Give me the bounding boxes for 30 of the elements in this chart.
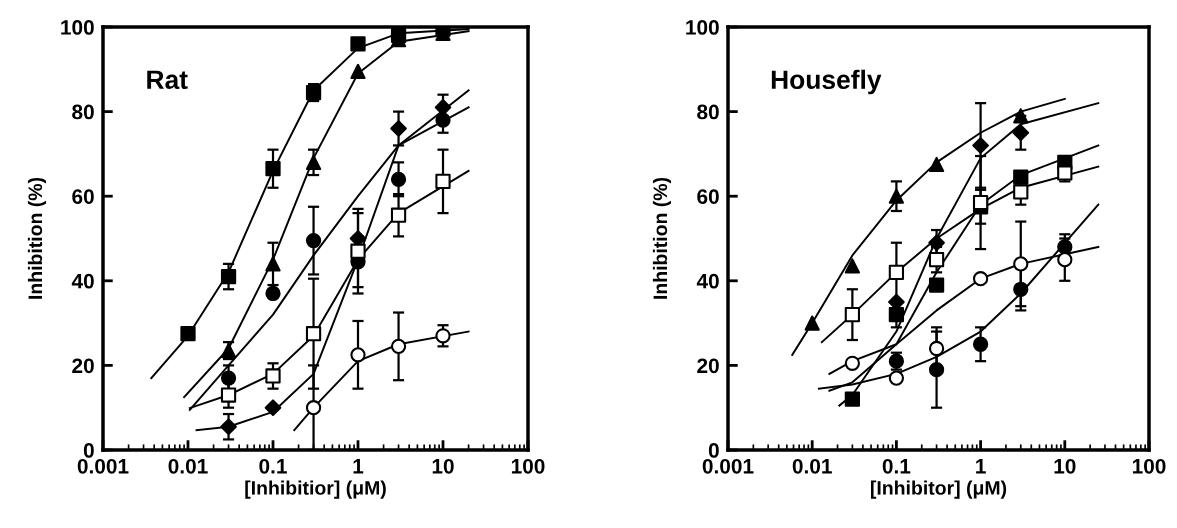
x-tick-label: 1 — [976, 459, 986, 474]
y-tick-label: 60 — [697, 189, 719, 204]
y-tick-label: 40 — [696, 273, 719, 289]
y-axis-title: Inhibition (%) — [27, 177, 47, 299]
x-tick-label: 0.01 — [792, 458, 832, 474]
y-tick-label: 100 — [61, 20, 94, 35]
x-axis-title: [Inhibitor] (μM) — [871, 480, 1007, 499]
x-axis-title: [Inhibitior] (μM) — [245, 480, 386, 499]
text: Rat — [147, 70, 188, 90]
y-axis-title: Inhibition (%) — [652, 177, 672, 299]
y-tick-label: 40 — [71, 273, 94, 289]
x-tick-label: 0.001 — [702, 458, 754, 474]
x-tick-label: 100 — [511, 458, 545, 474]
x-tick-label: 0.01 — [168, 458, 208, 474]
x-tick-label: 10 — [1054, 458, 1076, 474]
y-tick-label: 0 — [708, 443, 719, 458]
y-tick-label: 60 — [72, 189, 94, 204]
y-tick-label: 100 — [686, 20, 719, 35]
y-tick-label: 20 — [697, 358, 719, 374]
y-tick-label: 80 — [697, 104, 719, 120]
x-tick-label: 100 — [1132, 458, 1166, 474]
x-tick-label: 0.1 — [882, 458, 911, 474]
y-tick-label: 80 — [72, 104, 94, 120]
x-tick-label: 0.1 — [259, 458, 287, 474]
x-tick-label: 1 — [353, 459, 364, 474]
text: Housefly — [771, 69, 882, 95]
y-tick-label: 0 — [83, 443, 94, 458]
x-tick-label: 10 — [432, 458, 454, 474]
x-tick-label: 0.001 — [77, 458, 129, 474]
y-tick-label: 20 — [72, 358, 94, 374]
